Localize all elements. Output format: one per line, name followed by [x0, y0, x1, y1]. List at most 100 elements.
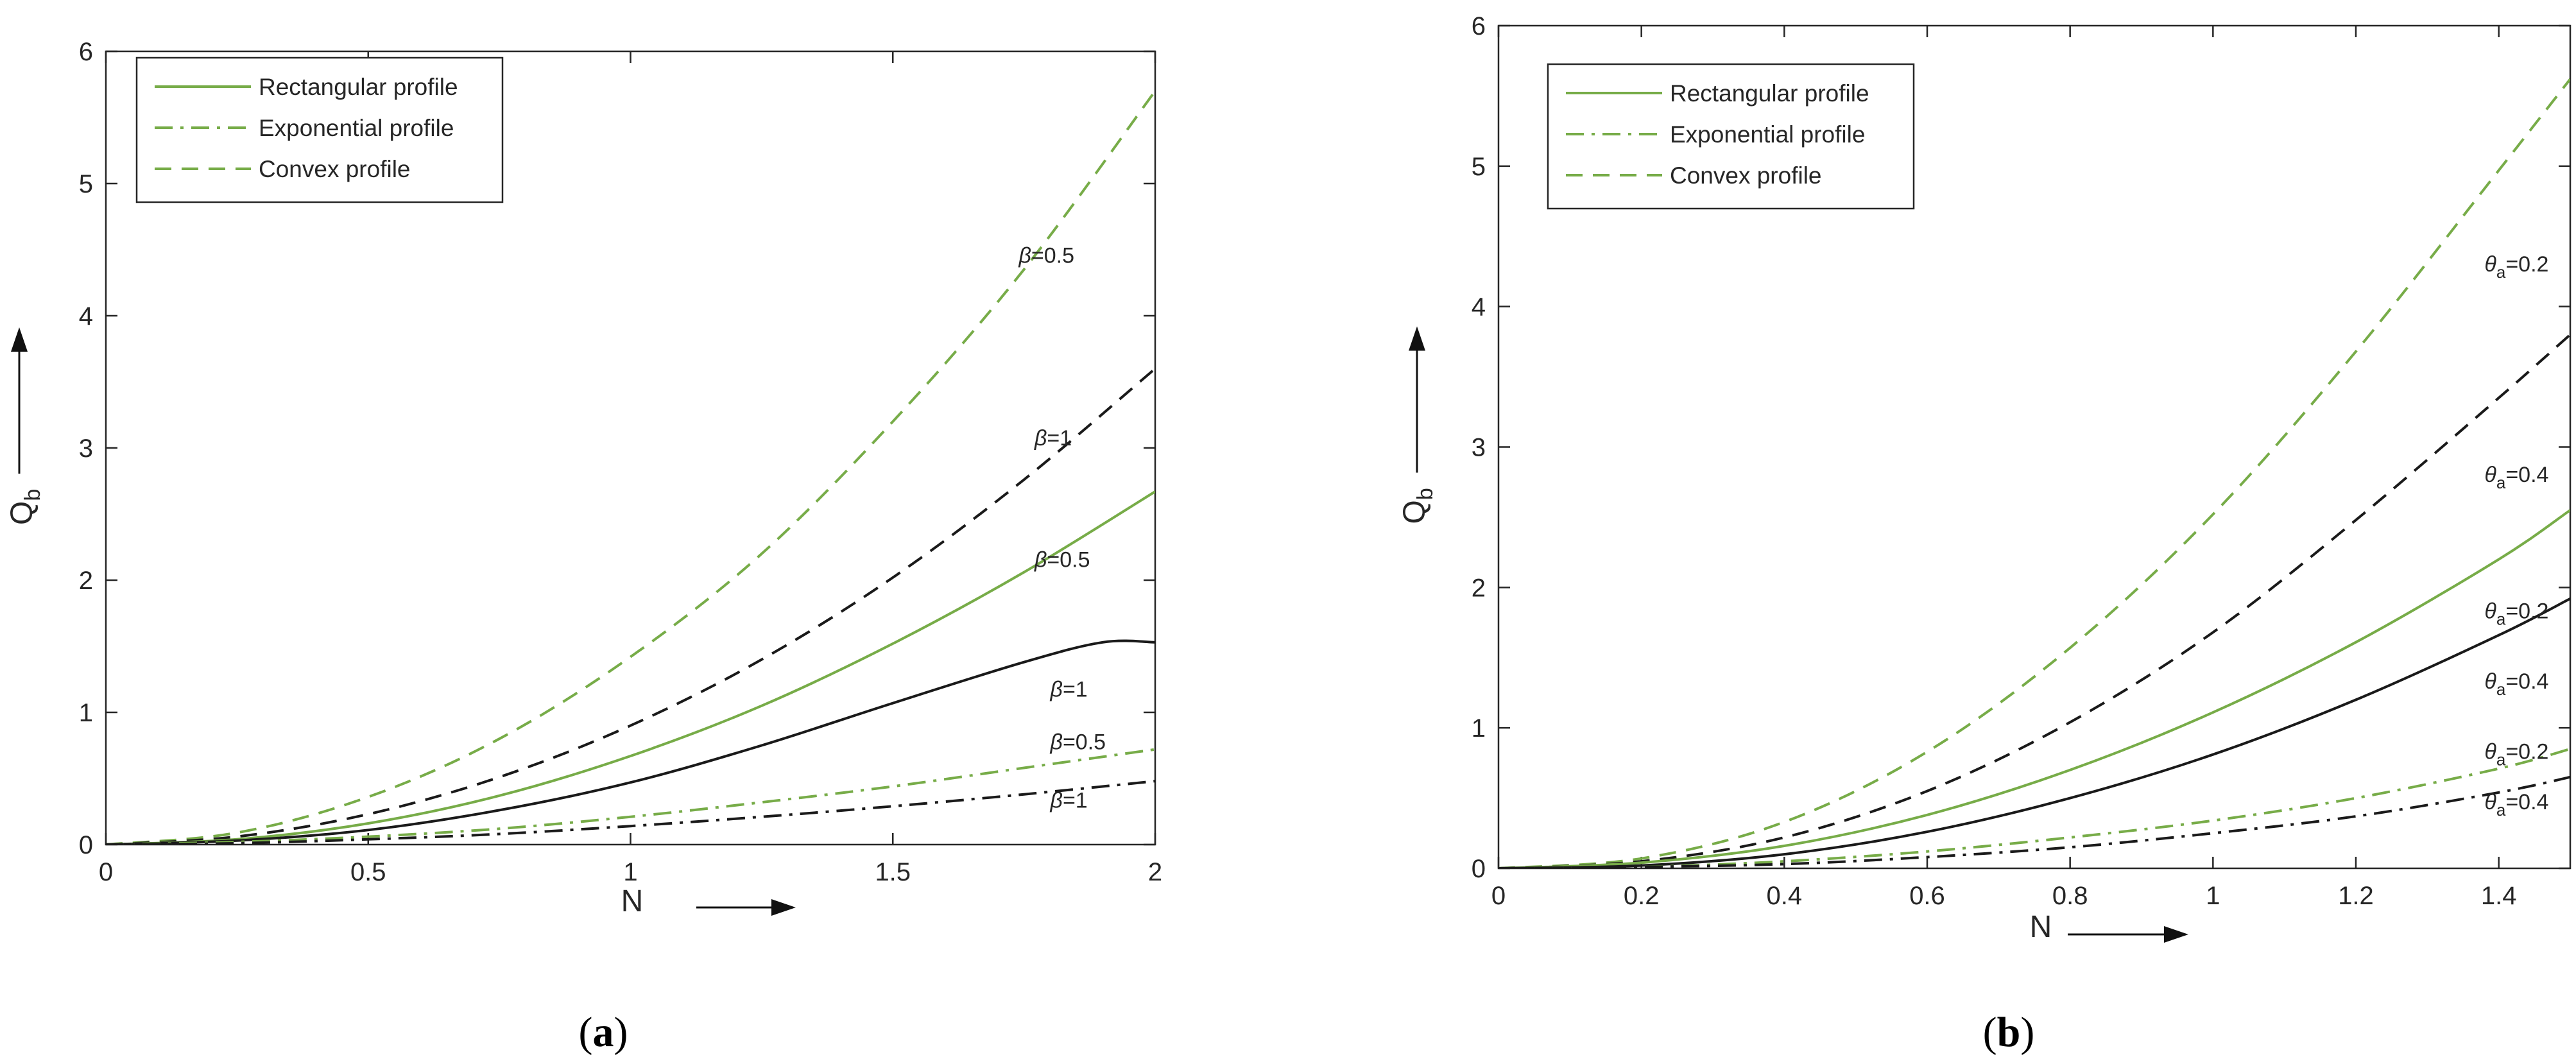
y-tick-label: 4 [1472, 293, 1486, 322]
annotation-value: =0.5 [1031, 244, 1074, 268]
x-tick-label: 0.6 [1909, 882, 1945, 910]
annotation-symbol: θ [2484, 669, 2496, 694]
series-line-rectangular-green [106, 490, 1155, 845]
y-tick-label: 2 [1472, 574, 1486, 602]
annotation-symbol: θ [2484, 739, 2496, 764]
y-tick-label: 3 [1472, 434, 1486, 462]
curve-annotation: θa=0.2 [2484, 739, 2548, 769]
y-tick-label: 4 [79, 302, 93, 331]
annotation-value: =0.5 [1063, 730, 1106, 755]
x-tick-label: 0 [1491, 882, 1506, 910]
annotation-subscript: a [2496, 473, 2506, 492]
y-axis-label-main: Q [5, 501, 39, 525]
y-axis-label-subscript: b [1413, 488, 1438, 500]
curve-annotation: θa=0.4 [2484, 463, 2548, 492]
annotation-value: =0.5 [1047, 547, 1090, 572]
panel-a-caption: (a) [579, 1009, 628, 1056]
x-axis-arrow-icon [2164, 926, 2188, 943]
x-tick-label: 1.5 [875, 858, 911, 886]
series-line-exponential-black [106, 780, 1155, 845]
annotation-value: =0.4 [2505, 669, 2548, 694]
curve-annotation: β=0.5 [1018, 244, 1074, 268]
y-tick-label: 5 [79, 170, 93, 198]
curve-annotation: β=0.5 [1050, 730, 1106, 755]
annotation-value: =0.2 [2505, 739, 2548, 764]
legend-entry-label: Convex profile [1670, 162, 1822, 189]
annotation-symbol: β [1034, 547, 1047, 572]
legend-box [1547, 63, 1915, 210]
curve-annotation: θa=0.4 [2484, 669, 2548, 699]
x-tick-label: 1.2 [2338, 882, 2374, 910]
annotation-symbol: β [1034, 426, 1047, 451]
annotation-symbol: θ [2484, 252, 2496, 277]
series-line-rectangular-black [1498, 597, 2570, 868]
annotation-value: =1 [1063, 677, 1088, 701]
legend-box [135, 56, 504, 203]
legend-entry-label: Exponential profile [259, 115, 454, 141]
x-tick-label: 2 [1148, 858, 1162, 886]
legend-entry-label: Exponential profile [1670, 121, 1865, 148]
annotation-value: =0.2 [2505, 252, 2548, 277]
series-line-rectangular-green [1498, 509, 2570, 868]
curve-annotation: θa=0.2 [2484, 599, 2548, 628]
x-axis-label: N [2030, 910, 2052, 944]
curve-annotation: β=1 [1034, 426, 1072, 451]
x-tick-label: 0.5 [350, 858, 386, 886]
annotation-subscript: a [2496, 750, 2506, 769]
legend-entry-label: Rectangular profile [259, 74, 458, 100]
annotation-value: =0.4 [2505, 463, 2548, 487]
series-line-rectangular-black [106, 639, 1155, 845]
annotation-subscript: a [2496, 609, 2506, 628]
annotation-subscript: a [2496, 262, 2506, 282]
curve-annotation: β=1 [1050, 788, 1088, 812]
series-line-convex-green [106, 90, 1155, 845]
annotation-symbol: β [1050, 788, 1063, 812]
annotation-value: =0.4 [2505, 790, 2548, 814]
annotation-value: =0.2 [2505, 599, 2548, 623]
legend-entry-label: Rectangular profile [1670, 80, 1869, 107]
x-axis-label: N [621, 884, 644, 918]
y-tick-label: 0 [79, 831, 93, 859]
chart-panel-b: 0 0.2 0.4 0.6 0.8 1 1.2 1.40123456NQbθa=0.2θa=0… [1398, 12, 2572, 944]
curve-annotation: β=0.5 [1034, 547, 1090, 572]
series-line-exponential-green [106, 748, 1155, 845]
series-line-convex-green [1498, 78, 2570, 868]
annotation-symbol: θ [2484, 790, 2496, 814]
x-tick-label: 0.2 [1624, 882, 1660, 910]
annotation-value: =1 [1063, 788, 1088, 812]
x-axis-arrow-icon [771, 899, 796, 916]
y-tick-label: 3 [79, 434, 93, 463]
annotation-symbol: θ [2484, 599, 2496, 623]
y-axis-label: Qb [5, 489, 45, 525]
annotation-subscript: a [2496, 800, 2506, 820]
legend: Rectangular profile Exponential profile Co… [135, 56, 504, 203]
annotation-symbol: β [1050, 677, 1063, 701]
y-axis-arrow-icon [1409, 326, 1425, 351]
legend-entry-label: Convex profile [259, 156, 411, 182]
chart-panel-a: 0 0.5 1 1.5 20123456NQbβ=0.5β=1β=0.5β=1β=0.5… [5, 38, 1162, 918]
panel-a-caption-letter: a [593, 1009, 614, 1056]
annotation-subscript: a [2496, 680, 2506, 699]
series-line-convex-black [106, 367, 1155, 845]
y-tick-label: 1 [79, 699, 93, 727]
panel-b-caption: (b) [1983, 1009, 2035, 1056]
x-tick-label: 0 [99, 858, 113, 886]
y-axis-arrow-icon [11, 327, 28, 352]
y-axis-label-subscript: b [21, 489, 45, 501]
y-tick-label: 6 [1472, 12, 1486, 40]
y-tick-label: 5 [1472, 153, 1486, 181]
y-tick-label: 0 [1472, 855, 1486, 883]
series-line-convex-black [1498, 333, 2570, 868]
annotation-symbol: θ [2484, 463, 2496, 487]
x-tick-label: 1.4 [2481, 882, 2517, 910]
annotation-symbol: β [1050, 730, 1063, 755]
curve-annotation: θa=0.4 [2484, 790, 2548, 820]
panel-b-caption-letter: b [1997, 1009, 2021, 1056]
x-tick-label: 1 [2206, 882, 2220, 910]
x-tick-label: 0.8 [2052, 882, 2088, 910]
legend: Rectangular profile Exponential profile Co… [1547, 63, 1915, 210]
x-tick-label: 1 [623, 858, 637, 886]
y-tick-label: 6 [79, 38, 93, 66]
curve-annotation: β=1 [1050, 677, 1088, 701]
